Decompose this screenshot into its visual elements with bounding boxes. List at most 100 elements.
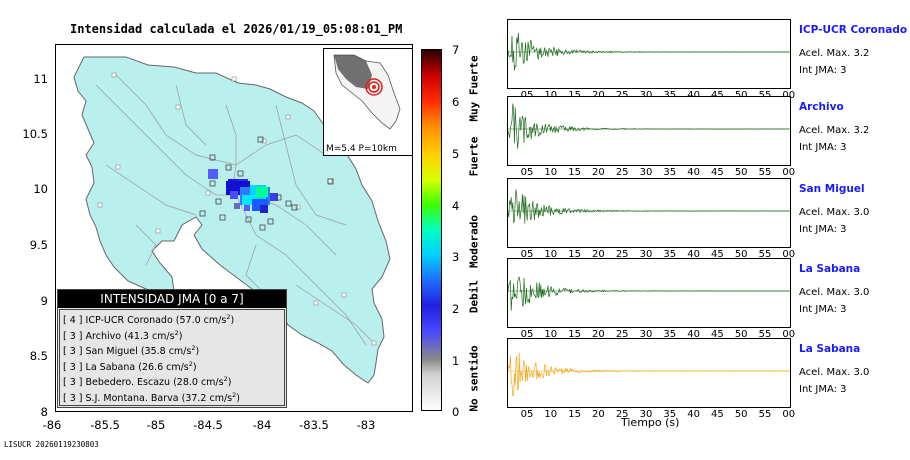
y-tick: 10.5 xyxy=(22,127,48,141)
time-tick: 45 xyxy=(706,90,728,101)
time-tick: 40 xyxy=(687,409,700,420)
y-tick: 8 xyxy=(40,405,48,419)
seismogram-trace xyxy=(507,189,790,224)
seismogram-trace xyxy=(507,32,790,71)
time-tick: 20 xyxy=(592,167,605,178)
time-tick: 55 xyxy=(758,249,772,260)
time-tick: 10 xyxy=(544,409,558,420)
legend-row: [ 3 ] La Sabana (26.6 cm/s2) xyxy=(63,359,197,373)
station-name: La Sabana xyxy=(799,263,861,275)
time-tick: 40 xyxy=(687,167,700,178)
map-title: Intensidad calculada el 2026/01/19_05:08… xyxy=(70,22,403,36)
scale-number: 1 xyxy=(452,354,460,368)
x-tick: -84.5 xyxy=(193,418,223,432)
time-tick: 30 xyxy=(639,329,653,340)
time-tick: 25 xyxy=(615,249,629,260)
scale-label-no-sentido: No sentido xyxy=(467,345,481,412)
locator-map xyxy=(333,54,401,130)
time-tick: 00 xyxy=(782,329,796,340)
x-tick: -85.5 xyxy=(90,418,120,432)
time-tick: 10 xyxy=(544,167,558,178)
time-tick: 50 xyxy=(730,90,752,101)
time-tick: 45 xyxy=(711,409,724,420)
time-tick: 30 xyxy=(639,409,653,420)
seismogram-trace xyxy=(507,276,790,311)
y-tick: 11 xyxy=(33,72,48,86)
time-tick: 05 xyxy=(520,167,534,178)
time-tick: 50 xyxy=(734,409,748,420)
seismogram-trace xyxy=(507,352,790,397)
time-tick: 30 xyxy=(635,90,657,101)
time-tick: 30 xyxy=(639,167,653,178)
station-jma-intensity: Int JMA: 3 xyxy=(799,304,847,315)
trace-frame xyxy=(507,19,791,89)
time-tick: 55 xyxy=(758,409,772,420)
station-jma-intensity: Int JMA: 3 xyxy=(799,65,847,76)
town-markers xyxy=(97,72,377,346)
station-jma-intensity: Int JMA: 3 xyxy=(799,142,847,153)
scale-number: 6 xyxy=(452,95,460,109)
intensity-cells xyxy=(208,169,278,213)
time-tick: 55 xyxy=(754,90,776,101)
legend-header: INTENSIDAD JMA [0 a 7] xyxy=(58,290,286,308)
y-tick: 10 xyxy=(33,182,48,196)
scale-number: 7 xyxy=(452,43,460,57)
time-tick: 15 xyxy=(568,167,581,178)
time-tick: 20 xyxy=(592,409,605,420)
scale-number: 5 xyxy=(452,147,460,161)
costa-rica-map xyxy=(73,56,391,384)
time-tick: 15 xyxy=(568,249,581,260)
station-name: San Miguel xyxy=(799,183,865,195)
time-tick: 20 xyxy=(587,90,609,101)
time-tick: 00 xyxy=(778,90,800,101)
time-tick: 00 xyxy=(782,409,796,420)
time-tick: 20 xyxy=(592,329,605,340)
time-tick: 00 xyxy=(782,249,796,260)
station-name: ICP-UCR Coronado xyxy=(799,24,908,36)
time-tick: 45 xyxy=(711,329,724,340)
waveform xyxy=(507,352,790,397)
time-tick: 50 xyxy=(734,329,748,340)
time-tick: 35 xyxy=(663,167,677,178)
time-tick: 20 xyxy=(592,249,605,260)
time-tick: 10 xyxy=(544,329,558,340)
station-max-acceleration: Acel. Max. 3.0 xyxy=(799,367,870,378)
time-tick: 45 xyxy=(711,249,724,260)
trace-frame xyxy=(507,338,791,408)
time-tick: 50 xyxy=(734,249,748,260)
intensity-color-scale xyxy=(421,49,442,411)
y-tick: 8.5 xyxy=(29,349,48,363)
time-tick: 25 xyxy=(615,167,629,178)
y-tick: 9 xyxy=(40,294,48,308)
time-tick: 35 xyxy=(663,329,677,340)
scale-number: 0 xyxy=(452,405,460,419)
station-squares xyxy=(199,136,334,231)
x-tick: -86 xyxy=(42,418,62,432)
x-tick: -83 xyxy=(356,418,376,432)
station-name: Archivo xyxy=(799,101,844,113)
time-tick: 40 xyxy=(687,249,700,260)
roads xyxy=(95,74,377,346)
legend-row: [ 4 ] ICP-UCR Coronado (57.0 cm/s2) xyxy=(63,313,235,327)
time-tick: 40 xyxy=(687,329,700,340)
time-tick: 25 xyxy=(615,409,629,420)
time-tick: 00 xyxy=(782,167,796,178)
time-tick: 15 xyxy=(568,329,581,340)
legend-row: [ 3 ] S.J. Montana. Barva (37.2 cm/s2) xyxy=(63,390,240,404)
time-tick: 15 xyxy=(564,90,586,101)
x-tick: -85 xyxy=(146,418,166,432)
station-jma-intensity: Int JMA: 3 xyxy=(799,384,847,395)
scale-number: 2 xyxy=(452,302,460,316)
station-max-acceleration: Acel. Max. 3.0 xyxy=(799,207,870,218)
time-tick: 35 xyxy=(663,249,677,260)
time-tick: 35 xyxy=(663,409,677,420)
time-tick: 05 xyxy=(520,409,534,420)
time-tick: 55 xyxy=(758,329,772,340)
time-tick: 10 xyxy=(544,249,558,260)
time-tick: 40 xyxy=(683,90,705,101)
time-tick: 05 xyxy=(520,249,534,260)
trace-frame xyxy=(507,96,791,166)
station-max-acceleration: Acel. Max. 3.2 xyxy=(799,48,870,59)
station-name: La Sabana xyxy=(799,343,861,355)
time-tick: 30 xyxy=(639,249,653,260)
